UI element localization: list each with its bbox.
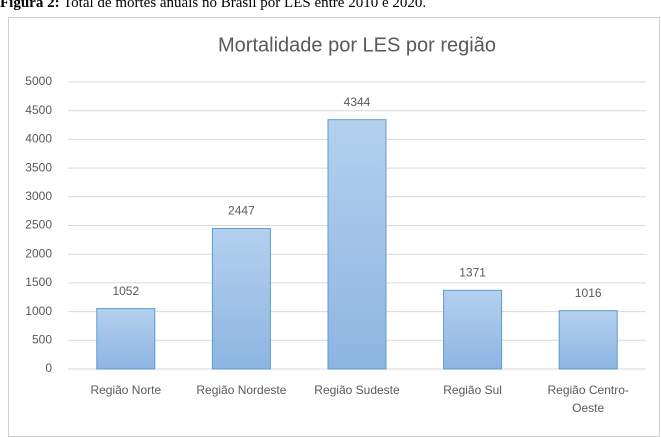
x-tick-label: Região Centro-Oeste <box>547 383 629 415</box>
y-tick-label: 3000 <box>25 189 52 203</box>
x-tick-label: Região Sul <box>443 383 502 397</box>
data-label: 1371 <box>459 265 486 279</box>
bar <box>327 119 387 370</box>
caption-text: Total de mortes anuais no Brasil por LES… <box>63 0 427 11</box>
y-tick-label: 5000 <box>25 74 52 88</box>
bar <box>558 310 618 370</box>
y-tick-label: 1000 <box>25 304 52 318</box>
bar <box>443 289 503 370</box>
caption-label: Figura 2: <box>0 0 60 11</box>
data-label: 2447 <box>228 204 255 218</box>
y-tick-label: 3500 <box>25 160 52 174</box>
y-tick-label: 1500 <box>25 275 52 289</box>
x-tick-label: Região Sudeste <box>314 383 400 397</box>
x-tick-label: Região Nordeste <box>196 383 287 397</box>
x-tick-label: Região Norte <box>90 383 162 397</box>
y-tick-label: 500 <box>32 332 52 346</box>
y-tick-label: 0 <box>45 361 52 375</box>
data-label: 4344 <box>344 95 371 109</box>
data-label: 1052 <box>112 284 139 298</box>
data-label: 1016 <box>575 286 602 300</box>
bar <box>96 308 156 370</box>
y-tick-label: 4000 <box>25 132 52 146</box>
y-tick-label: 2500 <box>25 218 52 232</box>
bar <box>211 228 271 370</box>
caption: Figura 2: Total de mortes anuais no Bras… <box>0 0 426 12</box>
y-tick-label: 4500 <box>25 103 52 117</box>
chart-title: Mortalidade por LES por região <box>218 34 496 56</box>
y-tick-label: 2000 <box>25 246 52 260</box>
